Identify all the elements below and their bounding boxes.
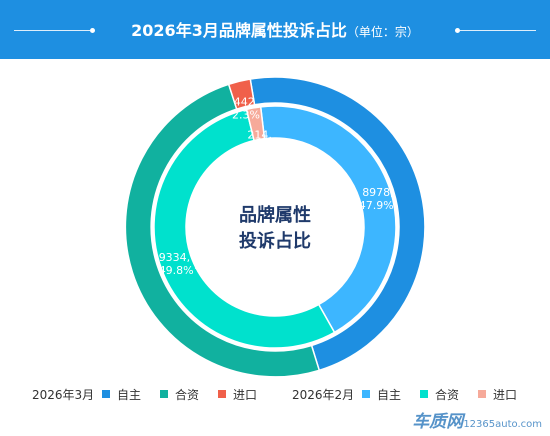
data-label-outer-import-value: 442, [234,96,259,109]
data-label-outer-domestic-percent: 47.9% [359,199,394,212]
chart-title: 2026年3月品牌属性投诉占比（单位：宗） [0,17,550,41]
watermark-logo: 车质网12365auto.com [412,407,542,432]
data-label-inner-import-percent: 1.9% [246,141,274,154]
legend-label-february-jv: 合资 [435,388,460,402]
title-decoration-dot-left [90,28,95,33]
center-label-line-2: 投诉占比 [239,230,311,252]
data-label-outer-domestic-value: 8978, [362,186,394,199]
data-label-inner-domestic-value: 4952, [326,187,358,200]
chart-title-text: 2026年3月品牌属性投诉占比 [131,21,347,40]
data-label-outer-jv-value: 9334, [159,251,191,264]
legend-swatch-february-import [478,390,486,398]
title-decoration-line-left [14,30,90,31]
slice-outer-import [227,78,256,111]
legend-group-label-march: 2026年3月 [32,388,95,402]
legend-swatch-march-domestic [102,390,110,398]
legend-label-march-jv: 合资 [175,388,200,402]
data-label-inner-jv-percent: 54.4% [194,259,229,272]
legend-swatch-march-import [218,390,226,398]
title-decoration-dot-right [455,28,460,33]
legend-group-label-february: 2026年2月 [292,388,355,402]
center-label-line-1: 品牌属性 [239,204,311,226]
slice-inner-jv [153,108,336,349]
legend-swatch-february-jv [420,390,428,398]
legend-label-march-domestic: 自主 [117,388,142,402]
chart-legend: 2026年3月 自主 合资 进口 2026年2月 自主 合资 进口 [0,385,550,405]
chart-unit-text: （单位：宗） [346,25,419,39]
data-label-inner-import-value: 214, [247,128,272,141]
legend-swatch-march-jv [160,390,168,398]
data-label-outer-jv-percent: 49.8% [159,264,194,277]
legend-label-february-import: 进口 [493,388,518,402]
legend-label-march-import: 进口 [233,388,258,402]
slice-inner-import [245,106,266,142]
watermark-main: 车质网 [412,412,464,432]
legend-swatch-february-domestic [362,390,370,398]
slice-inner-domestic [259,105,397,334]
watermark-sub: 12365auto.com [463,419,542,430]
data-label-inner-jv-value: 6163, [194,246,226,259]
title-banner: 2026年3月品牌属性投诉占比（单位：宗） [0,0,550,59]
legend-label-february-domestic: 自主 [377,388,402,402]
data-label-inner-domestic-percent: 43.7% [323,200,358,213]
title-decoration-line-right [460,30,536,31]
donut-chart: 8978,47.9% 9334,49.8% 442,2.3% 4952,43.7% 61… [124,76,426,378]
data-label-outer-import-percent: 2.3% [232,109,260,122]
